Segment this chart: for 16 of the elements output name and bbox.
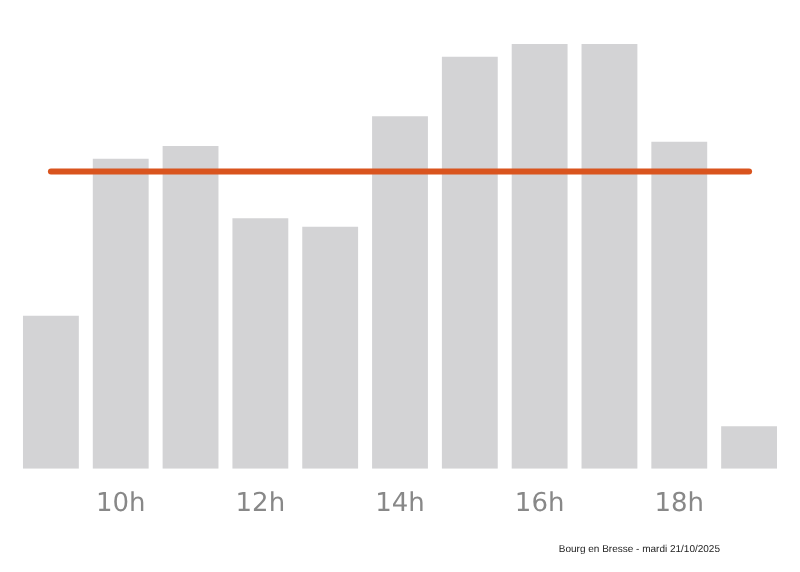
x-tick-label: 16h: [514, 489, 565, 520]
x-tick-label: 12h: [235, 489, 286, 520]
bar: [162, 145, 219, 469]
x-tick-label: 10h: [95, 489, 146, 520]
bar: [372, 116, 428, 469]
x-tick-label: 14h: [375, 489, 425, 520]
bar: [511, 44, 568, 469]
bar: [232, 218, 289, 469]
bar: [581, 44, 638, 469]
bar: [721, 426, 778, 469]
bar: [441, 56, 498, 469]
bar: [651, 141, 708, 469]
x-tick-label: 18h: [654, 489, 705, 520]
bar: [302, 226, 359, 469]
bar: [22, 315, 79, 469]
bar: [92, 158, 149, 469]
